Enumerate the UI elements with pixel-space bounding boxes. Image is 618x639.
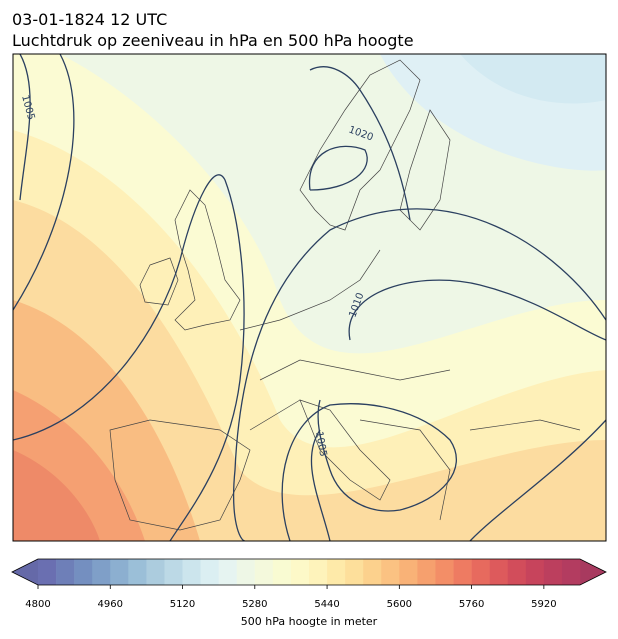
- map-frame: [12, 53, 607, 542]
- colorbar-segment: [128, 559, 147, 585]
- colorbar-segment: [200, 559, 219, 585]
- colorbar-segment: [74, 559, 93, 585]
- colorbar-segment: [399, 559, 418, 585]
- colorbar-segment: [236, 559, 256, 585]
- colorbar-segment: [471, 559, 490, 585]
- subtitle: Luchtdruk op zeeniveau in hPa en 500 hPa…: [12, 31, 414, 50]
- contour-label: 1005: [313, 431, 328, 458]
- colorbar-label: 500 hPa hoogte in meter: [241, 615, 378, 628]
- colorbar-segment: [56, 559, 75, 585]
- colorbar-segment: [543, 559, 563, 585]
- colorbar-tick-label: 5120: [170, 599, 195, 610]
- colorbar-segment: [182, 559, 201, 585]
- colorbar-segment: [309, 559, 328, 585]
- colorbar-tick-label: 5760: [459, 599, 484, 610]
- colorbar-segment: [146, 559, 165, 585]
- map: [13, 54, 606, 541]
- colorbar: 4800 4960 5120 5280 5440 5600 5760 5920 500 hPa …: [11, 558, 607, 628]
- colorbar-segment: [453, 559, 472, 585]
- colorbar-outline: [11, 558, 607, 586]
- colorbar-segment: [561, 559, 581, 585]
- title: 03-01-1824 12 UTC: [12, 10, 167, 29]
- colorbar-tick-label: 4800: [25, 599, 50, 610]
- colorbar-segment: [272, 559, 292, 585]
- colorbar-segment: [507, 559, 527, 585]
- colorbar-under: [12, 559, 38, 585]
- colorbar-tick-label: 5440: [314, 599, 339, 610]
- colorbar-over: [580, 559, 606, 585]
- colorbar-segment: [363, 559, 382, 585]
- colorbar-segment: [345, 559, 364, 585]
- colorbar-segment: [489, 559, 509, 585]
- colorbar-tick-label: 5600: [387, 599, 412, 610]
- colorbar-tick-label: 5280: [242, 599, 267, 610]
- colorbar-segment: [327, 559, 346, 585]
- colorbar-segment: [38, 559, 57, 585]
- colorbar-segment: [164, 559, 183, 585]
- colorbar-segment: [92, 559, 111, 585]
- colorbar-segment: [218, 559, 238, 585]
- colorbar-segment: [435, 559, 454, 585]
- colorbar-segment: [525, 559, 545, 585]
- colorbar-tick-label: 4960: [98, 599, 123, 610]
- colorbar-tick-label: 5920: [531, 599, 556, 610]
- colorbar-segment: [110, 559, 129, 585]
- colorbar-segment: [417, 559, 436, 585]
- colorbar-segment: [381, 559, 400, 585]
- colorbar-segment: [290, 559, 310, 585]
- colorbar-segment: [254, 559, 274, 585]
